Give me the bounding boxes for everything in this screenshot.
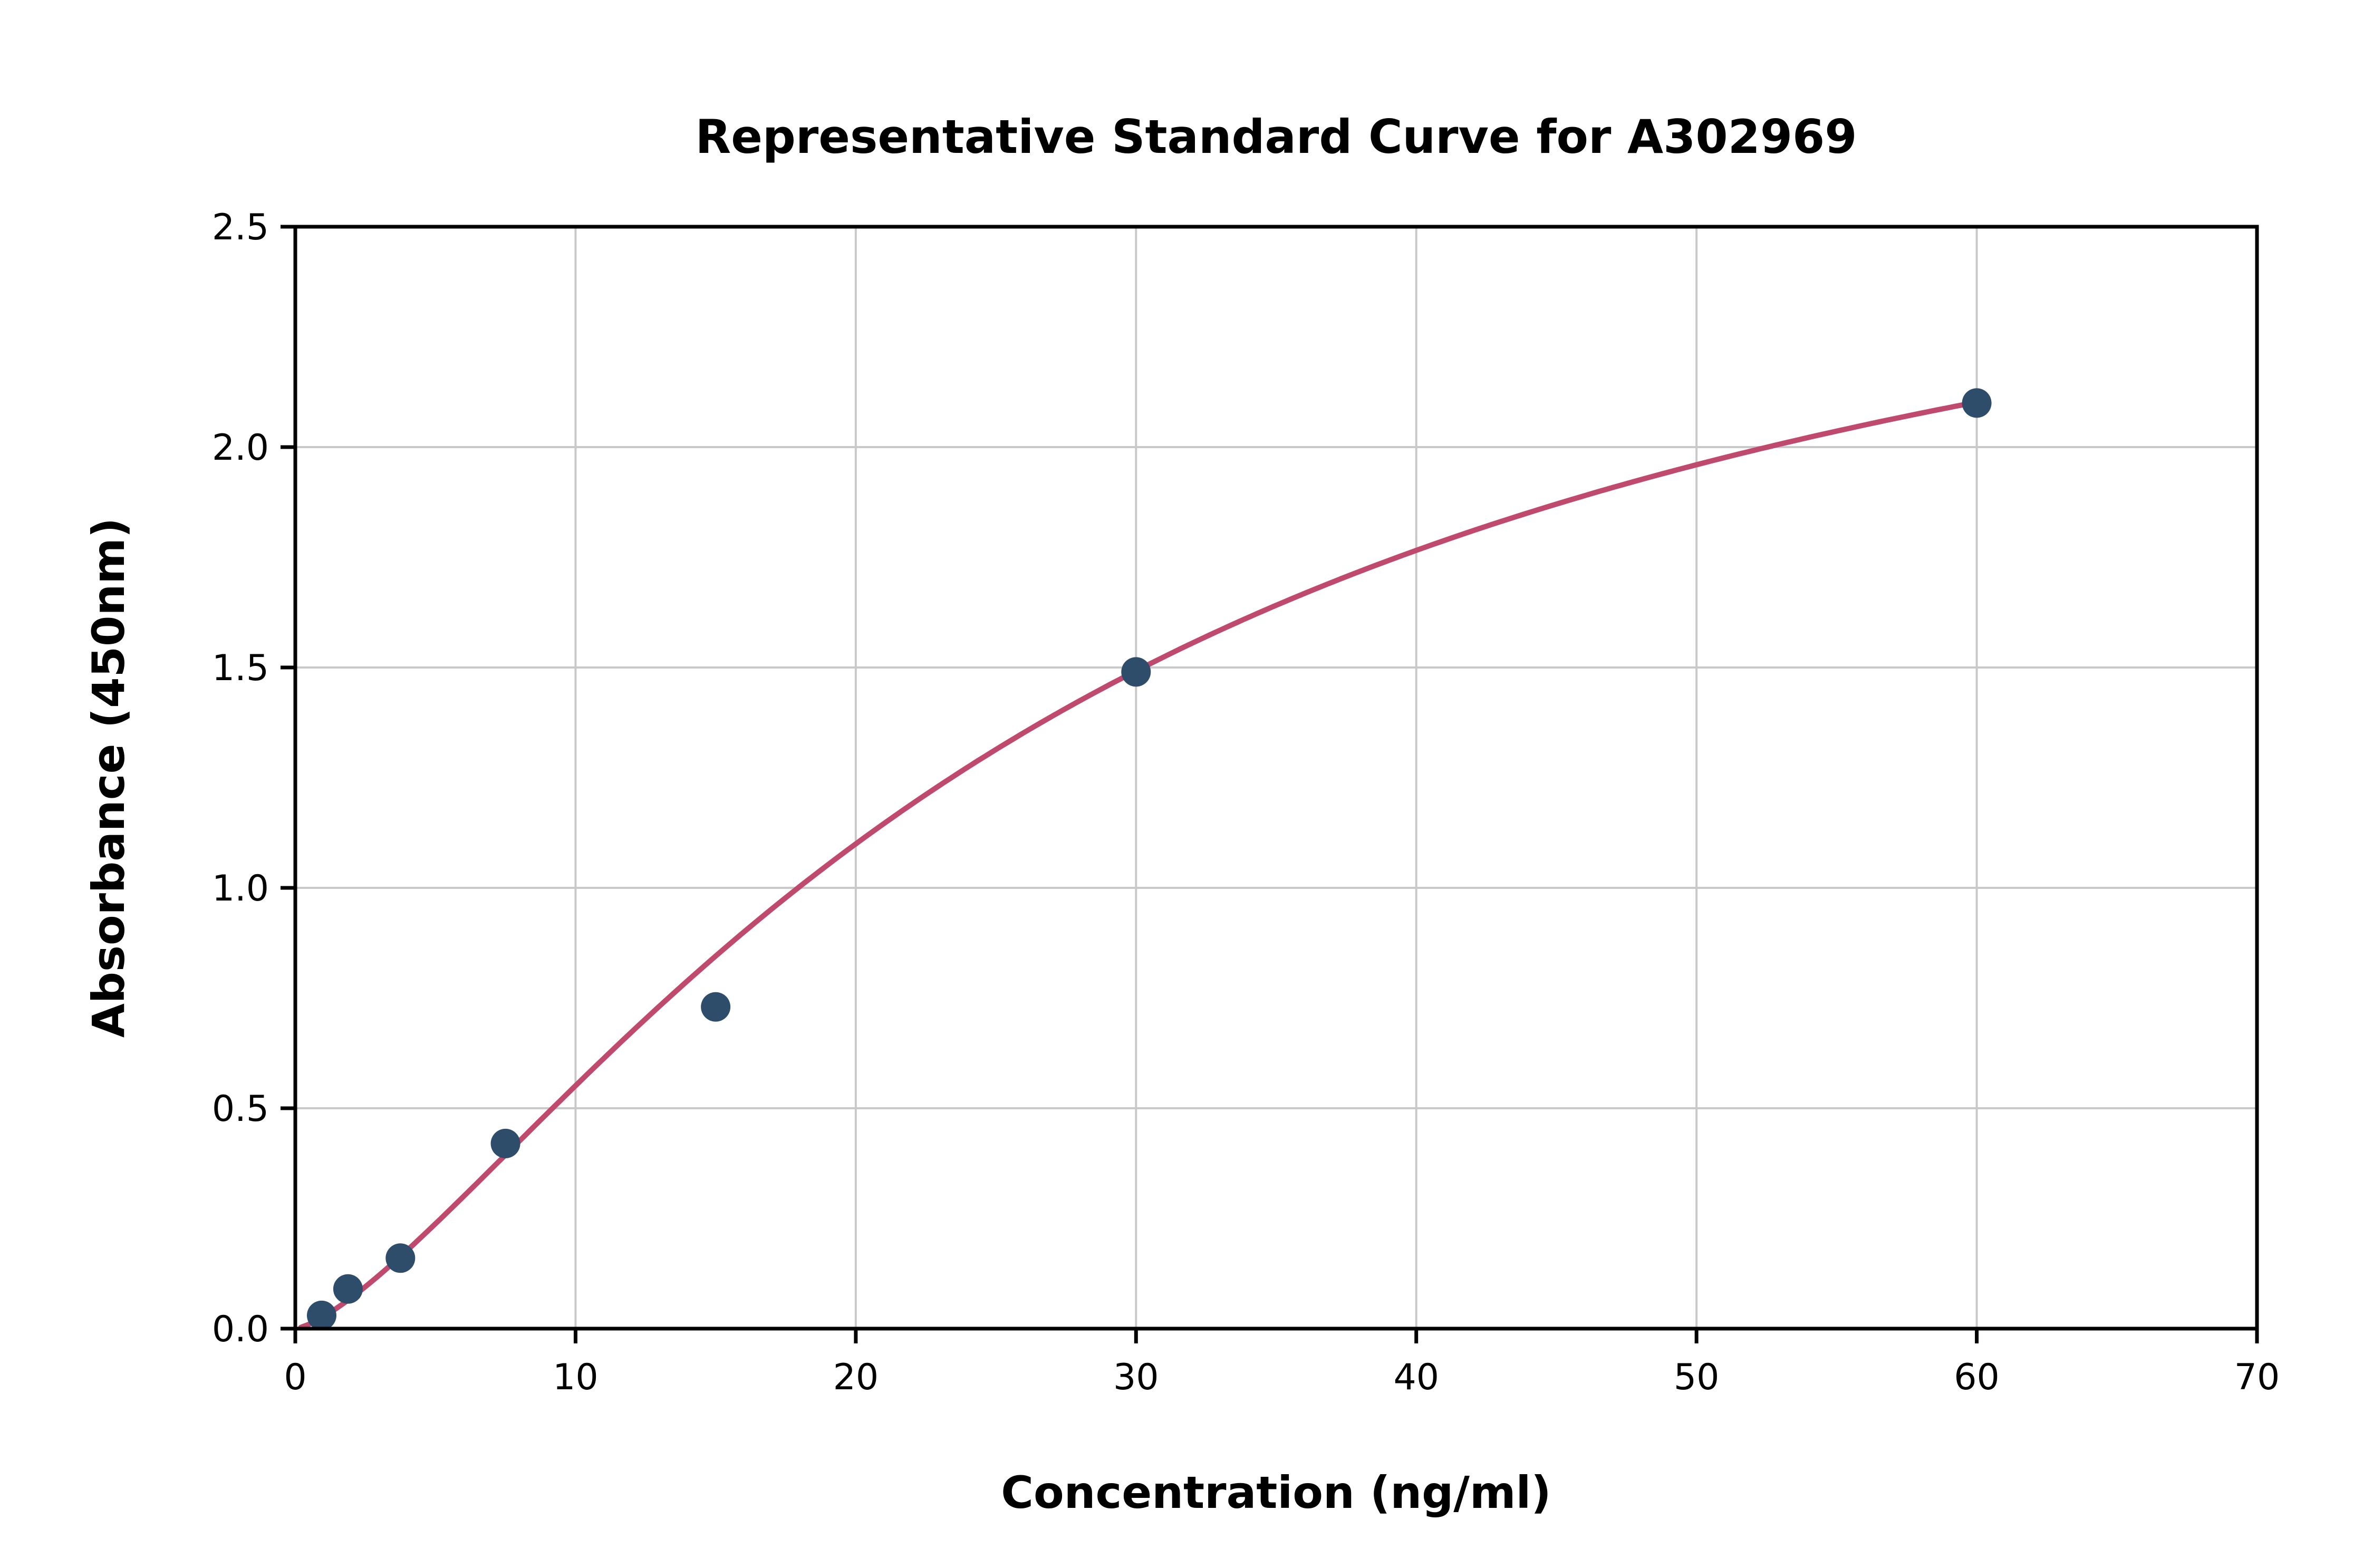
plot-border xyxy=(293,225,2259,1331)
data-point xyxy=(490,1128,520,1158)
y-axis-label: Absorbance (450nm) xyxy=(83,518,134,1038)
fit-curve-line xyxy=(298,399,1980,1330)
x-tick-label: 30 xyxy=(1113,1357,1159,1398)
data-point xyxy=(306,1300,336,1330)
data-point xyxy=(333,1274,363,1304)
chart-title: Representative Standard Curve for A30296… xyxy=(695,110,1857,164)
y-tick-label: 1.0 xyxy=(212,868,269,909)
x-tick-label: 70 xyxy=(2234,1357,2280,1398)
x-tick-label: 10 xyxy=(553,1357,599,1398)
x-tick-label: 60 xyxy=(1954,1357,2000,1398)
y-tick-label: 0.0 xyxy=(212,1309,269,1350)
x-tick-label: 20 xyxy=(833,1357,879,1398)
x-tick-label: 0 xyxy=(284,1357,306,1398)
y-tick-label: 2.0 xyxy=(212,427,269,469)
y-tick-label: 1.5 xyxy=(212,647,269,689)
y-tick-label: 0.5 xyxy=(212,1088,269,1130)
series-layer xyxy=(298,388,1992,1330)
grid-layer xyxy=(294,226,2258,1330)
data-point xyxy=(385,1243,416,1273)
x-axis-label: Concentration (ng/ml) xyxy=(1001,1467,1551,1518)
x-tick-label: 40 xyxy=(1393,1357,1439,1398)
tick-label-layer: 0 10 20 30 40 50 60 70 0.0 0.5 1.0 1.5 2.0 2.5 xyxy=(212,207,2280,1398)
y-tick-label: 2.5 xyxy=(212,207,269,248)
plot-frame-layer xyxy=(293,225,2259,1331)
data-point xyxy=(1121,657,1151,687)
x-tick-label: 50 xyxy=(1674,1357,1720,1398)
data-point xyxy=(1962,388,1992,418)
tick-layer xyxy=(281,225,2259,1343)
data-point xyxy=(701,992,731,1022)
